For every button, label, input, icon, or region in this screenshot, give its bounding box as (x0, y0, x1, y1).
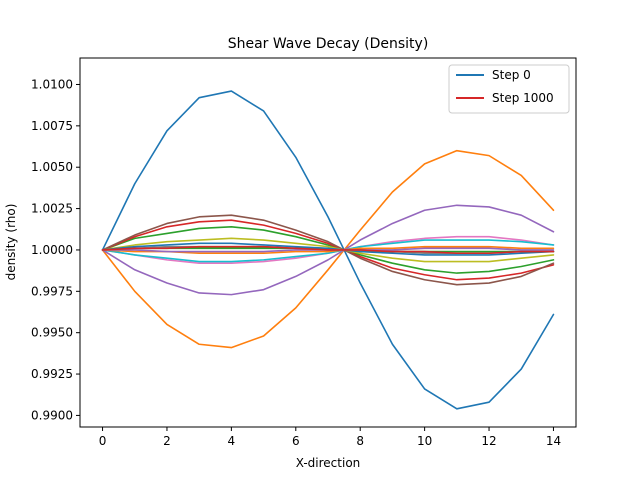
series-line-14 (101, 245, 555, 255)
y-axis-ticks: 0.9900 0.9925 0.9950 0.9975 1.0000 1.0025 1.00… (31, 77, 80, 422)
x-tick-label-12: 12 (481, 434, 496, 448)
y-tick-label-6: 1.0050 (31, 160, 73, 174)
legend-label-step-1000: Step 1000 (492, 91, 554, 105)
y-tick-label-1: 0.9925 (31, 367, 73, 381)
x-axis-label: X-direction (296, 456, 361, 470)
y-tick-label-5: 1.0025 (31, 202, 73, 216)
series-line-4 (101, 204, 555, 296)
legend-box (448, 64, 570, 114)
chart-title: Shear Wave Decay (Density) (228, 36, 429, 52)
series-line-10 (101, 242, 555, 256)
x-tick-label-2: 2 (163, 434, 171, 448)
series-line-1 (101, 149, 555, 349)
series-line-0 (101, 90, 555, 410)
series-line-5 (101, 214, 555, 286)
x-axis-ticks: 0 2 4 6 8 10 12 14 (99, 427, 561, 448)
x-tick-label-0: 0 (99, 434, 107, 448)
y-tick-label-7: 1.0075 (31, 119, 73, 133)
y-tick-label-3: 0.9975 (31, 284, 73, 298)
y-tick-label-0: 0.9900 (31, 408, 73, 422)
series-layer (101, 90, 555, 410)
series-line-8 (101, 237, 555, 263)
x-tick-label-14: 14 (546, 434, 561, 448)
x-tick-label-8: 8 (356, 434, 364, 448)
series-line-9 (101, 239, 555, 263)
x-tick-label-10: 10 (417, 434, 432, 448)
x-tick-label-4: 4 (228, 434, 236, 448)
legend: Step 0 Step 1000 (448, 64, 570, 114)
y-axis-label: density (rho) (4, 204, 18, 281)
x-tick-label-6: 6 (292, 434, 300, 448)
legend-label-step-0: Step 0 (492, 68, 531, 82)
y-tick-label-2: 0.9950 (31, 326, 73, 340)
y-tick-label-4: 1.0000 (31, 243, 73, 257)
plot-frame (79, 57, 577, 428)
y-tick-label-8: 1.0100 (31, 77, 73, 91)
series-line-11 (101, 245, 555, 255)
